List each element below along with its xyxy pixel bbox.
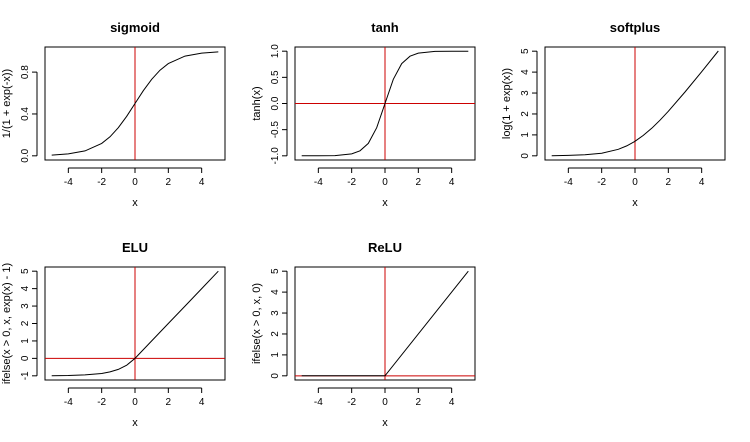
y-tick-label: 5 <box>270 268 281 274</box>
y-tick-label: 3 <box>20 303 31 309</box>
function-curve <box>301 50 469 157</box>
y-tick-label: 3 <box>270 310 281 316</box>
panel-title: sigmoid <box>110 20 160 35</box>
y-tick-label: 5 <box>20 268 31 274</box>
x-tick-label: -4 <box>314 177 323 188</box>
x-tick-label: 0 <box>382 177 388 188</box>
panel-title: ELU <box>122 240 148 255</box>
y-tick-label: 5 <box>520 48 531 54</box>
x-tick-label: -4 <box>564 177 573 188</box>
panel-title: softplus <box>610 20 661 35</box>
y-tick-label: 0.8 <box>20 65 31 79</box>
y-tick-label: 1 <box>270 352 281 358</box>
x-tick-label: -2 <box>347 397 356 408</box>
x-tick-label: 0 <box>382 397 388 408</box>
y-tick-label: 0.4 <box>20 107 31 121</box>
y-tick-label: 0.0 <box>270 96 281 110</box>
y-tick-label: 2 <box>520 111 531 117</box>
y-tick-label: 0.0 <box>20 148 31 162</box>
y-tick-label: 2 <box>20 320 31 326</box>
x-tick-label: 0 <box>632 177 638 188</box>
y-tick-label: -1 <box>20 371 31 380</box>
x-tick-label: 4 <box>699 177 705 188</box>
y-tick-label: 2 <box>270 331 281 337</box>
y-axis-label: 1/(1 + exp(-x)) <box>1 69 13 138</box>
panel-title: ReLU <box>368 240 402 255</box>
x-tick-label: 4 <box>449 397 455 408</box>
x-tick-label: 2 <box>166 177 172 188</box>
x-tick-label: -4 <box>314 397 323 408</box>
x-tick-label: 2 <box>416 177 422 188</box>
x-axis-label: x <box>382 417 388 429</box>
y-tick-label: 0 <box>20 355 31 361</box>
x-axis-label: x <box>632 197 638 209</box>
y-tick-label: -1.0 <box>270 147 281 165</box>
y-tick-label: 0.5 <box>270 70 281 84</box>
y-tick-label: 1.0 <box>270 44 281 58</box>
panel-relu: -4 -2 0 2 4 0 1 2 3 4 5 ReLU x ifelse(x > 0, x, 0) <box>251 240 476 429</box>
y-axis-label: tanh(x) <box>251 86 263 120</box>
x-tick-label: 0 <box>132 177 138 188</box>
x-tick-label: 0 <box>132 397 138 408</box>
x-tick-label: -4 <box>64 177 73 188</box>
x-tick-label: -2 <box>597 177 606 188</box>
function-curve <box>51 270 219 377</box>
panel-softplus: -4 -2 0 2 4 0 1 2 3 4 5 softplus x log(1 + exp(x)) <box>501 20 726 209</box>
y-tick-label: -0.5 <box>270 121 281 139</box>
x-tick-label: 4 <box>199 177 205 188</box>
y-tick-label: 0 <box>270 373 281 379</box>
y-tick-label: 1 <box>20 338 31 344</box>
y-tick-label: 1 <box>520 132 531 138</box>
function-curve <box>301 270 469 377</box>
y-tick-label: 3 <box>520 90 531 96</box>
y-tick-label: 4 <box>20 285 31 291</box>
x-tick-label: -4 <box>64 397 73 408</box>
x-axis-label: x <box>132 417 138 429</box>
x-tick-label: 2 <box>666 177 672 188</box>
panel-elu: -4 -2 0 2 4 -1 0 1 2 3 4 5 ELU x ifelse(x > 0, x, exp(… <box>1 240 226 429</box>
x-tick-label: 2 <box>416 397 422 408</box>
function-curve <box>551 50 719 157</box>
y-tick-label: 0 <box>520 153 531 159</box>
x-tick-label: 2 <box>166 397 172 408</box>
y-axis-label: ifelse(x > 0, x, exp(x) - 1) <box>1 263 13 384</box>
panel-title: tanh <box>371 20 399 35</box>
y-axis-label: log(1 + exp(x)) <box>501 68 513 139</box>
x-tick-label: 4 <box>449 177 455 188</box>
x-axis-label: x <box>382 197 388 209</box>
y-tick-label: 4 <box>270 289 281 295</box>
x-tick-label: -2 <box>97 177 106 188</box>
y-axis-label: ifelse(x > 0, x, 0) <box>251 283 263 364</box>
panel-sigmoid: -4 -2 0 2 4 0.0 0.4 0.8 sigmoid x 1/(1 + exp(-x)) <box>1 20 226 209</box>
x-tick-label: 4 <box>199 397 205 408</box>
x-tick-label: -2 <box>97 397 106 408</box>
x-tick-label: -2 <box>347 177 356 188</box>
y-tick-label: 4 <box>520 69 531 75</box>
function-curve <box>51 51 219 156</box>
x-axis-label: x <box>132 197 138 209</box>
panel-tanh: -4 -2 0 2 4 -1.0 -0.5 0.0 0.5 1.0 tanh x tanh(x) <box>251 20 476 209</box>
